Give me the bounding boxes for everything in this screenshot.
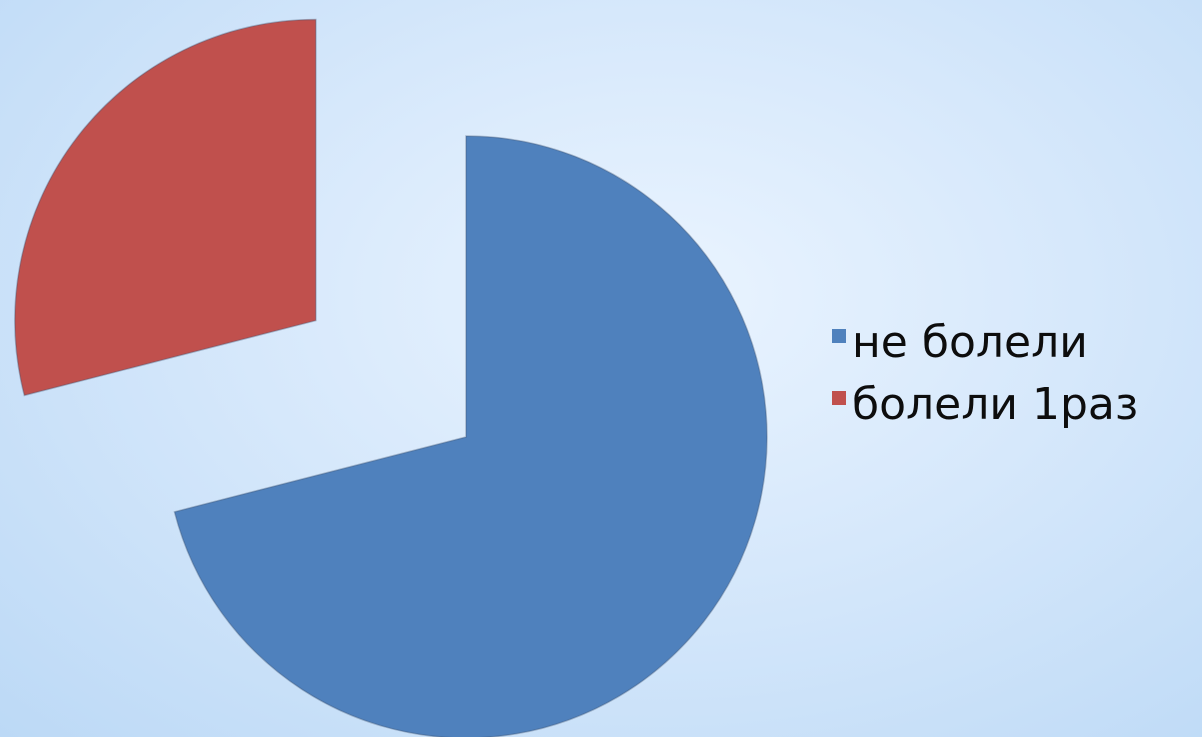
legend-label-sick-once: болели 1раз <box>852 379 1139 430</box>
pie-slice-sick-once <box>14 18 317 397</box>
pie-slice-not-sick <box>173 135 768 737</box>
legend-item-sick-once: болели 1раз <box>832 374 1138 436</box>
legend-swatch-not-sick <box>832 329 846 343</box>
legend: не болели болели 1раз <box>832 312 1138 436</box>
legend-item-not-sick: не болели <box>832 312 1138 374</box>
legend-swatch-sick-once <box>832 391 846 405</box>
legend-label-not-sick: не болели <box>852 317 1088 368</box>
